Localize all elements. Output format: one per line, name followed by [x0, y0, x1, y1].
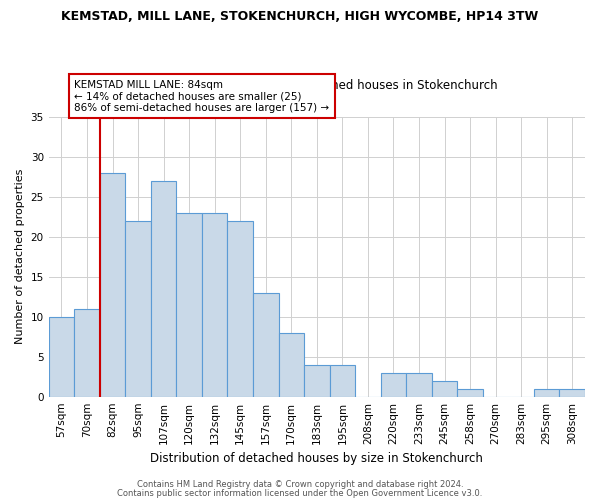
- Text: KEMSTAD MILL LANE: 84sqm
← 14% of detached houses are smaller (25)
86% of semi-d: KEMSTAD MILL LANE: 84sqm ← 14% of detach…: [74, 80, 329, 112]
- Bar: [151, 180, 176, 396]
- Title: Size of property relative to detached houses in Stokenchurch: Size of property relative to detached ho…: [136, 79, 497, 92]
- Bar: [457, 388, 483, 396]
- Text: KEMSTAD, MILL LANE, STOKENCHURCH, HIGH WYCOMBE, HP14 3TW: KEMSTAD, MILL LANE, STOKENCHURCH, HIGH W…: [61, 10, 539, 23]
- Bar: [406, 372, 432, 396]
- Bar: [253, 292, 278, 397]
- Bar: [329, 364, 355, 396]
- Bar: [278, 332, 304, 396]
- Bar: [227, 220, 253, 396]
- X-axis label: Distribution of detached houses by size in Stokenchurch: Distribution of detached houses by size …: [151, 452, 483, 465]
- Bar: [100, 172, 125, 396]
- Bar: [74, 308, 100, 396]
- Bar: [304, 364, 329, 396]
- Text: Contains public sector information licensed under the Open Government Licence v3: Contains public sector information licen…: [118, 488, 482, 498]
- Bar: [202, 212, 227, 396]
- Bar: [176, 212, 202, 396]
- Y-axis label: Number of detached properties: Number of detached properties: [15, 169, 25, 344]
- Bar: [49, 316, 74, 396]
- Bar: [432, 380, 457, 396]
- Bar: [534, 388, 559, 396]
- Bar: [559, 388, 585, 396]
- Bar: [380, 372, 406, 396]
- Bar: [125, 220, 151, 396]
- Text: Contains HM Land Registry data © Crown copyright and database right 2024.: Contains HM Land Registry data © Crown c…: [137, 480, 463, 489]
